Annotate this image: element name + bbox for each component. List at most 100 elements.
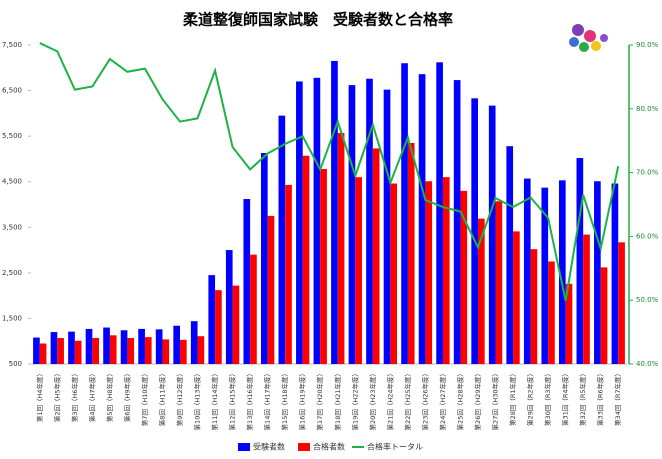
bar	[337, 132, 345, 364]
bar	[68, 331, 75, 364]
chart-title: 柔道整復師国家試験 受験者数と合格率	[183, 11, 453, 29]
y-tick-label: 2,500	[2, 269, 22, 277]
bar	[127, 338, 135, 364]
bar	[372, 148, 380, 364]
bar	[355, 177, 362, 364]
bar	[50, 332, 58, 364]
y-tick-label: 5,500	[2, 132, 22, 140]
x-tick-label: 第1回（H4年度）	[35, 370, 44, 422]
y2-tick-label: 60.0%	[636, 232, 659, 240]
x-tick-label: 第10回（H13年度）	[193, 370, 202, 430]
x-tick-label: 第27回（H30年度）	[491, 370, 500, 430]
bar	[138, 328, 145, 364]
bar	[488, 105, 496, 365]
bar	[583, 234, 590, 364]
y-tick-label: 1,500	[2, 314, 22, 322]
x-tick-label: 第19回（H22年度）	[350, 370, 359, 430]
x-tick-label: 第13回（H16年度）	[245, 370, 254, 430]
x-tick-label: 第7回（H10年度）	[140, 370, 149, 426]
bar	[576, 158, 584, 364]
x-tick-label: 第31回（R4年度）	[561, 370, 570, 426]
x-tick-label: 第33回（R6年度）	[596, 370, 605, 426]
bar	[348, 85, 356, 365]
bar	[425, 181, 433, 364]
line	[39, 42, 620, 302]
y-tick-label: 500	[9, 360, 22, 368]
bar	[390, 183, 398, 364]
bar	[103, 327, 110, 364]
logo	[569, 24, 608, 52]
bar	[225, 250, 233, 364]
bar	[366, 78, 373, 365]
x-tick-label: 第32回（R5年度）	[578, 370, 587, 426]
bar	[442, 177, 450, 364]
bar	[215, 290, 222, 364]
bar	[565, 283, 573, 364]
bar	[180, 339, 187, 364]
bar	[190, 321, 198, 364]
x-tick-label: 第23回（H26年度）	[420, 370, 429, 430]
y-tick-label: 7,500	[2, 41, 22, 49]
x-tick-label: 第9回（H12年度）	[175, 370, 184, 426]
bar	[173, 325, 180, 364]
bar	[313, 77, 321, 364]
x-tick-label: 第15回（H18年度）	[280, 370, 289, 430]
x-tick-label: 第8回（H11年度）	[157, 370, 166, 426]
bar	[278, 115, 286, 364]
bar	[120, 330, 128, 364]
y-tick-label: 3,500	[2, 223, 22, 231]
x-tick-label: 第21回（H24年度）	[385, 370, 394, 430]
legend-label: 合格率トータル	[367, 442, 423, 452]
bar	[453, 80, 461, 364]
y2-tick-label: 80.0%	[636, 105, 659, 113]
bar	[600, 267, 608, 364]
bar	[506, 146, 514, 364]
bar	[243, 199, 251, 364]
bar	[39, 343, 47, 364]
x-tick-label: 第25回（H28年度）	[455, 370, 464, 430]
bar	[460, 190, 468, 364]
bar	[331, 60, 338, 364]
bar	[530, 249, 538, 364]
x-tick-label: 第20回（H23年度）	[368, 370, 377, 430]
x-tick-label: 第12回（H15年度）	[228, 370, 237, 430]
y2-tick-label: 40.0%	[636, 360, 659, 368]
y-tick-label: 4,500	[2, 178, 22, 186]
bar	[418, 74, 426, 364]
x-tick-label: 第3回（H6年度）	[70, 370, 79, 422]
x-tick-label: 第18回（H21年度）	[333, 370, 342, 430]
bar	[85, 328, 93, 364]
x-tick-label: 第11回（H14年度）	[210, 370, 219, 430]
bar	[285, 184, 292, 364]
bar	[302, 155, 310, 364]
bar	[523, 178, 531, 364]
x-tick-label: 第26回（H29年度）	[473, 370, 482, 430]
bar	[513, 231, 520, 364]
x-tick-label: 第30回（R3年度）	[543, 370, 552, 426]
bar	[57, 338, 64, 364]
bar	[471, 98, 478, 364]
bar	[144, 337, 152, 364]
y2-tick-label: 70.0%	[636, 169, 659, 177]
bar	[401, 63, 408, 364]
bar	[611, 183, 619, 364]
bar	[541, 187, 549, 364]
bar	[260, 153, 268, 364]
bar	[594, 181, 601, 364]
bar	[74, 340, 82, 364]
bar	[267, 215, 275, 364]
legend-label: 合格者数	[313, 442, 345, 452]
bar	[33, 337, 40, 364]
x-tick-label: 第17回（H20年度）	[315, 370, 324, 430]
bar	[208, 275, 216, 364]
bar	[495, 201, 503, 364]
x-tick-label: 第5回（H8年度）	[105, 370, 114, 422]
legend-label: 受験者数	[253, 442, 285, 452]
x-tick-label: 第28回（R1年度）	[508, 370, 517, 426]
x-tick-label: 第2回（H5年度）	[52, 370, 61, 422]
bar	[407, 142, 415, 364]
bar	[320, 168, 327, 364]
x-tick-label: 第34回（R7年度）	[613, 370, 622, 426]
x-tick-label: 第4回（H7年度）	[87, 370, 96, 422]
bar	[197, 336, 205, 364]
